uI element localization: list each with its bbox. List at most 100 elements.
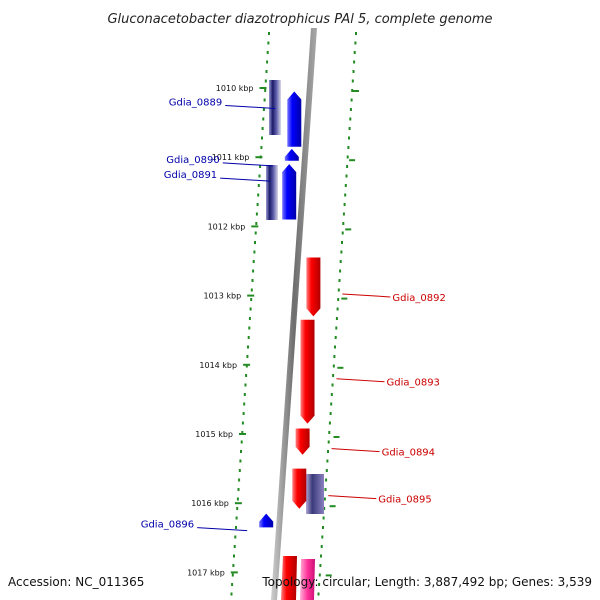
dot [345,174,348,178]
gene-label[interactable]: Gdia_0892 [392,293,445,304]
dot [349,108,352,111]
dot [266,60,269,64]
reverse-gene-arrow[interactable] [300,319,315,424]
dot [242,412,245,415]
dot [264,79,267,83]
tick-label: 1011 kbp [212,153,250,162]
gene-label[interactable]: Gdia_0895 [378,495,431,506]
tick-label: 1014 kbp [199,361,237,370]
dot [252,269,255,273]
gene-label[interactable]: Gdia_0893 [386,378,439,389]
dot [250,298,253,301]
dot [231,583,234,586]
forward-gene-arrow[interactable] [284,148,299,161]
gene-label[interactable]: Gdia_0890 [166,155,219,166]
dot [340,250,343,254]
forward-strand-bar [266,165,278,220]
gene-label-leader [225,104,276,109]
forward-gene-arrow[interactable] [287,91,302,147]
gene-label[interactable]: Gdia_0889 [169,97,222,108]
dot [235,526,237,529]
dot [247,345,249,349]
tick-label: 1017 kbp [187,568,225,577]
dot [237,488,240,491]
dot [249,307,252,311]
tick-label: 1012 kbp [208,222,246,231]
tick-label: 1010 kbp [216,84,254,93]
dot [250,288,253,292]
dot [252,260,255,263]
reverse-gene-arrow[interactable] [295,428,310,455]
dot [350,98,353,102]
dot [341,241,343,244]
dot [325,478,328,482]
dot [235,516,238,520]
dot [247,336,250,339]
dot [318,573,321,577]
dot [341,231,344,235]
dot [333,355,336,358]
dot [245,374,248,377]
forward-gene-arrow[interactable] [282,164,297,220]
gene-features: Gdia_0889 Gdia_0890 Gdia_0891 Gdia_0892 Gdia… [141,91,446,532]
dot [322,516,325,520]
dot [256,203,259,206]
dot [260,146,263,149]
dot [351,79,354,83]
dot [334,336,337,339]
gene-label[interactable]: Gdia_0896 [141,520,194,531]
dot [232,564,235,567]
dot [342,212,345,216]
dot [257,193,260,197]
dot [266,51,269,54]
dot [234,535,237,539]
dot [332,364,335,368]
dot [327,450,329,453]
dot [343,203,346,206]
dot [336,307,339,311]
dot [323,497,326,501]
dot [254,231,257,235]
dot [230,592,233,596]
dot [353,51,356,54]
dot [344,184,347,187]
left-dotted-guide [230,32,270,596]
gene-label-leader [197,527,248,532]
dot [328,421,331,425]
dot [346,155,349,159]
reverse-gene-arrow[interactable] [292,468,307,509]
dot [330,393,333,396]
gene-label-leader [331,448,380,453]
dot [349,117,352,121]
dot [243,393,246,396]
dot [323,507,326,510]
gene-label-leader [220,177,271,182]
genome-backbone [271,28,317,600]
dot [261,136,263,140]
dot [243,402,246,406]
gene-label-leader [328,495,377,500]
forward-strand-bar [269,80,281,135]
dot [241,431,244,434]
dot [238,478,241,482]
dot [321,535,324,539]
gene-label[interactable]: Gdia_0894 [382,448,435,459]
dot [329,412,332,415]
reverse-gene-arrow [281,556,297,600]
topology-text: Topology: circular; Length: 3,887,492 bp… [261,575,592,589]
dot [351,89,354,92]
dot [265,70,268,73]
dot [335,317,338,320]
dot [248,317,251,320]
accession-text: Accession: NC_011365 [8,575,144,589]
reverse-gene-arrow[interactable] [306,257,321,317]
dot [348,136,350,140]
dot [231,573,234,577]
forward-gene-arrow[interactable] [259,513,274,528]
dot [346,165,349,168]
gene-label[interactable]: Gdia_0891 [164,170,217,181]
dot [354,41,357,45]
dot [233,554,235,558]
dot [331,383,334,387]
dot [248,326,251,330]
